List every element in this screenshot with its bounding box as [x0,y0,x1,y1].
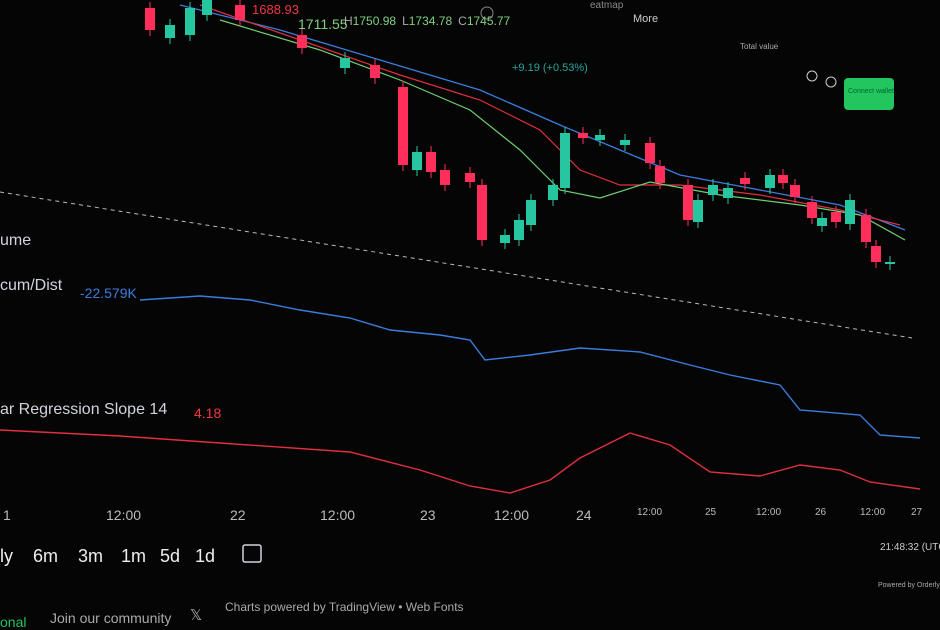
candle-body [340,58,350,68]
candle-body [202,0,212,15]
candle-body [790,185,800,197]
time-label: 12:00 [106,507,142,523]
accum-label: cum/Dist [0,277,63,294]
regression-line [0,429,921,494]
candle-body [885,262,895,264]
ohlc-value: 1734.78 [408,14,453,28]
change: +9.19 (+0.53%) [512,62,588,74]
candles [145,0,895,270]
ohlc-letter: C [458,14,467,28]
candle-body [297,35,307,48]
candle-body [560,133,570,188]
candle-body [708,185,718,195]
time-label: 22 [230,507,246,523]
candle-body [465,173,475,182]
candle-body [861,215,871,242]
calendar-icon[interactable] [242,544,262,563]
connect-wallet[interactable]: Connect wallet [848,88,894,95]
x-icon[interactable]: 𝕏 [190,607,203,624]
candle-body [440,170,450,185]
range-button[interactable]: 1m [121,546,147,566]
prev-close: 1711.55 [298,16,348,32]
regression-value: 4.18 [194,405,222,421]
candle-body [426,152,436,172]
time-label: 12:00 [756,507,782,518]
range-button[interactable]: 6m [33,546,59,566]
settings-icon[interactable] [480,6,494,20]
time-label: 12:00 [320,507,356,523]
range-button[interactable]: 3m [78,546,104,566]
time-label: 24 [576,507,592,523]
range-button[interactable]: 5d [160,546,181,566]
candle-body [412,152,422,170]
accum-value: -22.579K [80,285,137,301]
candle-body [548,185,558,200]
candle-body [778,175,788,183]
info-icon [825,76,837,88]
candle-body [740,178,750,184]
community-link[interactable]: Join our community [50,610,172,626]
range-button[interactable]: ly [0,546,13,566]
candle-body [514,220,524,240]
powered-tradingview: Charts powered by TradingView • Web Font… [225,600,464,614]
candle-body [620,140,630,145]
candle-body [370,65,380,78]
clock: 21:48:32 (UTC) [880,542,940,553]
more-menu[interactable]: More [633,13,659,25]
candle-body [526,200,536,225]
connect-button[interactable] [844,78,894,110]
candle-body [477,185,487,240]
candle-body [723,188,733,198]
ohlc-letter: L [402,14,409,28]
ma-red [199,4,901,226]
candle-body [398,87,408,165]
candle-body [693,200,703,222]
candle-body [165,25,175,38]
range-button[interactable]: 1d [195,546,216,566]
footer-tab[interactable]: onal [0,614,27,630]
time-label: 1 [3,507,11,523]
ma-blue [179,4,906,231]
dashed-line [0,191,913,339]
candle-body [185,8,195,35]
candle-body [871,246,881,262]
accum-line [139,295,921,439]
candle-body [235,5,245,20]
candle-body [817,218,827,226]
candle-body [595,135,605,140]
candle-body [765,175,775,188]
candle-body [807,202,817,218]
time-label: 26 [815,507,827,518]
candle-body [145,8,155,30]
time-label: 12:00 [860,507,886,518]
candle-body [500,235,510,243]
candle-body [578,133,588,138]
candle-body [683,185,693,220]
ohlc-value: 1750.98 [352,14,397,28]
candle-body [845,200,855,224]
time-label: 12:00 [494,507,530,523]
heatmap-tab[interactable]: eatmap [590,0,624,11]
ma-green [219,19,906,241]
regression-label: ar Regression Slope 14 [0,401,168,418]
total-value: Total value [740,42,779,51]
wallet-icon [806,70,818,82]
time-label: 12:00 [637,507,663,518]
time-label: 23 [420,507,436,523]
candle-body [655,166,665,183]
open-value: 1688.93 [252,2,299,17]
candle-body [645,143,655,163]
powered-orderly: Powered by Orderly [878,582,940,589]
ohlc: H1750.98 L1734.78 C1745.77 [344,14,516,28]
ohlc-letter: H [344,14,353,28]
candle-body [831,212,841,222]
volume-label: ume [0,232,32,249]
time-label: 25 [705,507,717,518]
ohlc-value: 1745.77 [466,14,511,28]
time-label: 27 [911,507,923,518]
